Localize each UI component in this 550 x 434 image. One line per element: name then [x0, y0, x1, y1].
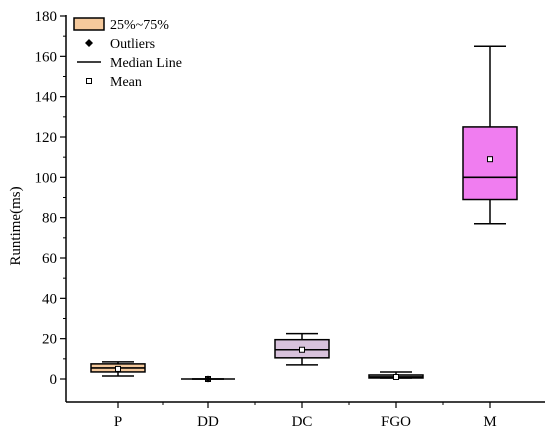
- iqr-box: [462, 126, 518, 201]
- box-series: [90, 45, 518, 383]
- y-tick-label: 60: [42, 251, 57, 267]
- outlier-marker: [204, 375, 212, 383]
- y-tick-label: 100: [35, 170, 58, 186]
- box-dd: [181, 375, 235, 383]
- legend: 25%~75% Outliers Median Line Mean: [73, 17, 182, 90]
- legend-item-square-open: Mean: [86, 75, 142, 90]
- legend-label: Mean: [110, 75, 142, 90]
- x-tick-label: FGO: [381, 414, 411, 430]
- mean-marker: [299, 346, 305, 353]
- box-dc: [274, 332, 330, 366]
- y-tick-label: 160: [35, 49, 58, 65]
- legend-mean-swatch: [86, 78, 92, 84]
- x-tick-label: P: [114, 414, 122, 430]
- legend-item-line: Median Line: [77, 56, 182, 71]
- x-tick-label: DC: [292, 414, 313, 430]
- box-fgo: [368, 371, 424, 380]
- legend-item-diamond: Outliers: [85, 37, 155, 52]
- y-tick-label: 0: [50, 372, 58, 388]
- x-axis: P DD DC FGO M: [114, 402, 497, 430]
- legend-outlier-swatch: [85, 39, 93, 47]
- y-tick-label: 180: [35, 9, 58, 25]
- legend-box-swatch: [73, 17, 105, 31]
- legend-label: Outliers: [110, 37, 155, 52]
- y-tick-label: 140: [35, 90, 58, 106]
- box-p: [90, 361, 146, 377]
- y-axis-label: Runtime(ms): [8, 186, 24, 265]
- legend-label: 25%~75%: [110, 18, 169, 33]
- y-tick-label: 120: [35, 130, 58, 146]
- mean-marker: [393, 373, 399, 380]
- x-tick-label: M: [483, 414, 496, 430]
- mean-marker: [487, 156, 493, 163]
- x-tick-label: DD: [197, 414, 219, 430]
- y-axis: 0 20 40 60 80 100 120 140 160 180: [35, 9, 66, 388]
- plot-frame: [65, 15, 545, 403]
- y-tick-label: 80: [42, 211, 57, 227]
- legend-item-box: 25%~75%: [73, 17, 169, 33]
- y-tick-label: 40: [42, 291, 57, 307]
- y-tick-label: 20: [42, 332, 57, 348]
- mean-marker: [115, 365, 121, 372]
- legend-label: Median Line: [110, 56, 182, 71]
- box-m: [462, 45, 518, 225]
